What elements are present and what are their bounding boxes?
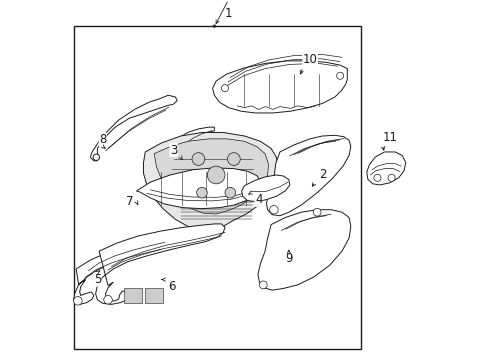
- Circle shape: [224, 188, 235, 198]
- Polygon shape: [145, 288, 163, 303]
- Text: 9: 9: [285, 252, 292, 265]
- Polygon shape: [223, 182, 233, 188]
- Polygon shape: [241, 175, 289, 202]
- Text: 2: 2: [318, 168, 325, 181]
- Polygon shape: [154, 139, 268, 214]
- Polygon shape: [189, 166, 203, 173]
- Circle shape: [93, 154, 100, 161]
- Text: 10: 10: [302, 53, 317, 66]
- Polygon shape: [163, 179, 177, 189]
- Polygon shape: [143, 132, 278, 230]
- Circle shape: [207, 166, 224, 184]
- Polygon shape: [212, 61, 346, 113]
- Text: 6: 6: [168, 280, 175, 293]
- Polygon shape: [216, 177, 230, 188]
- Circle shape: [387, 174, 394, 181]
- Polygon shape: [136, 168, 260, 209]
- Text: 8: 8: [99, 133, 106, 146]
- Polygon shape: [96, 224, 224, 304]
- Circle shape: [74, 297, 82, 305]
- Polygon shape: [74, 242, 163, 304]
- Circle shape: [196, 188, 207, 198]
- Circle shape: [269, 206, 278, 214]
- Circle shape: [259, 281, 266, 289]
- Text: 11: 11: [382, 131, 397, 144]
- Polygon shape: [171, 127, 214, 157]
- Circle shape: [336, 72, 343, 79]
- Text: 7: 7: [125, 195, 133, 208]
- Text: 4: 4: [254, 193, 262, 206]
- Polygon shape: [195, 182, 205, 188]
- Polygon shape: [124, 288, 142, 303]
- Circle shape: [227, 153, 240, 165]
- Text: 1: 1: [224, 7, 232, 20]
- Polygon shape: [258, 210, 350, 290]
- Circle shape: [192, 153, 204, 165]
- Polygon shape: [74, 26, 361, 349]
- Polygon shape: [366, 152, 405, 185]
- Polygon shape: [189, 177, 203, 188]
- Text: 3: 3: [169, 144, 177, 157]
- Circle shape: [373, 174, 380, 181]
- Polygon shape: [228, 166, 242, 173]
- Circle shape: [221, 85, 228, 92]
- Circle shape: [103, 296, 112, 304]
- Polygon shape: [266, 135, 350, 216]
- Polygon shape: [241, 179, 255, 189]
- Circle shape: [313, 208, 321, 216]
- Text: 5: 5: [94, 273, 101, 286]
- Polygon shape: [90, 95, 177, 161]
- Polygon shape: [113, 76, 332, 271]
